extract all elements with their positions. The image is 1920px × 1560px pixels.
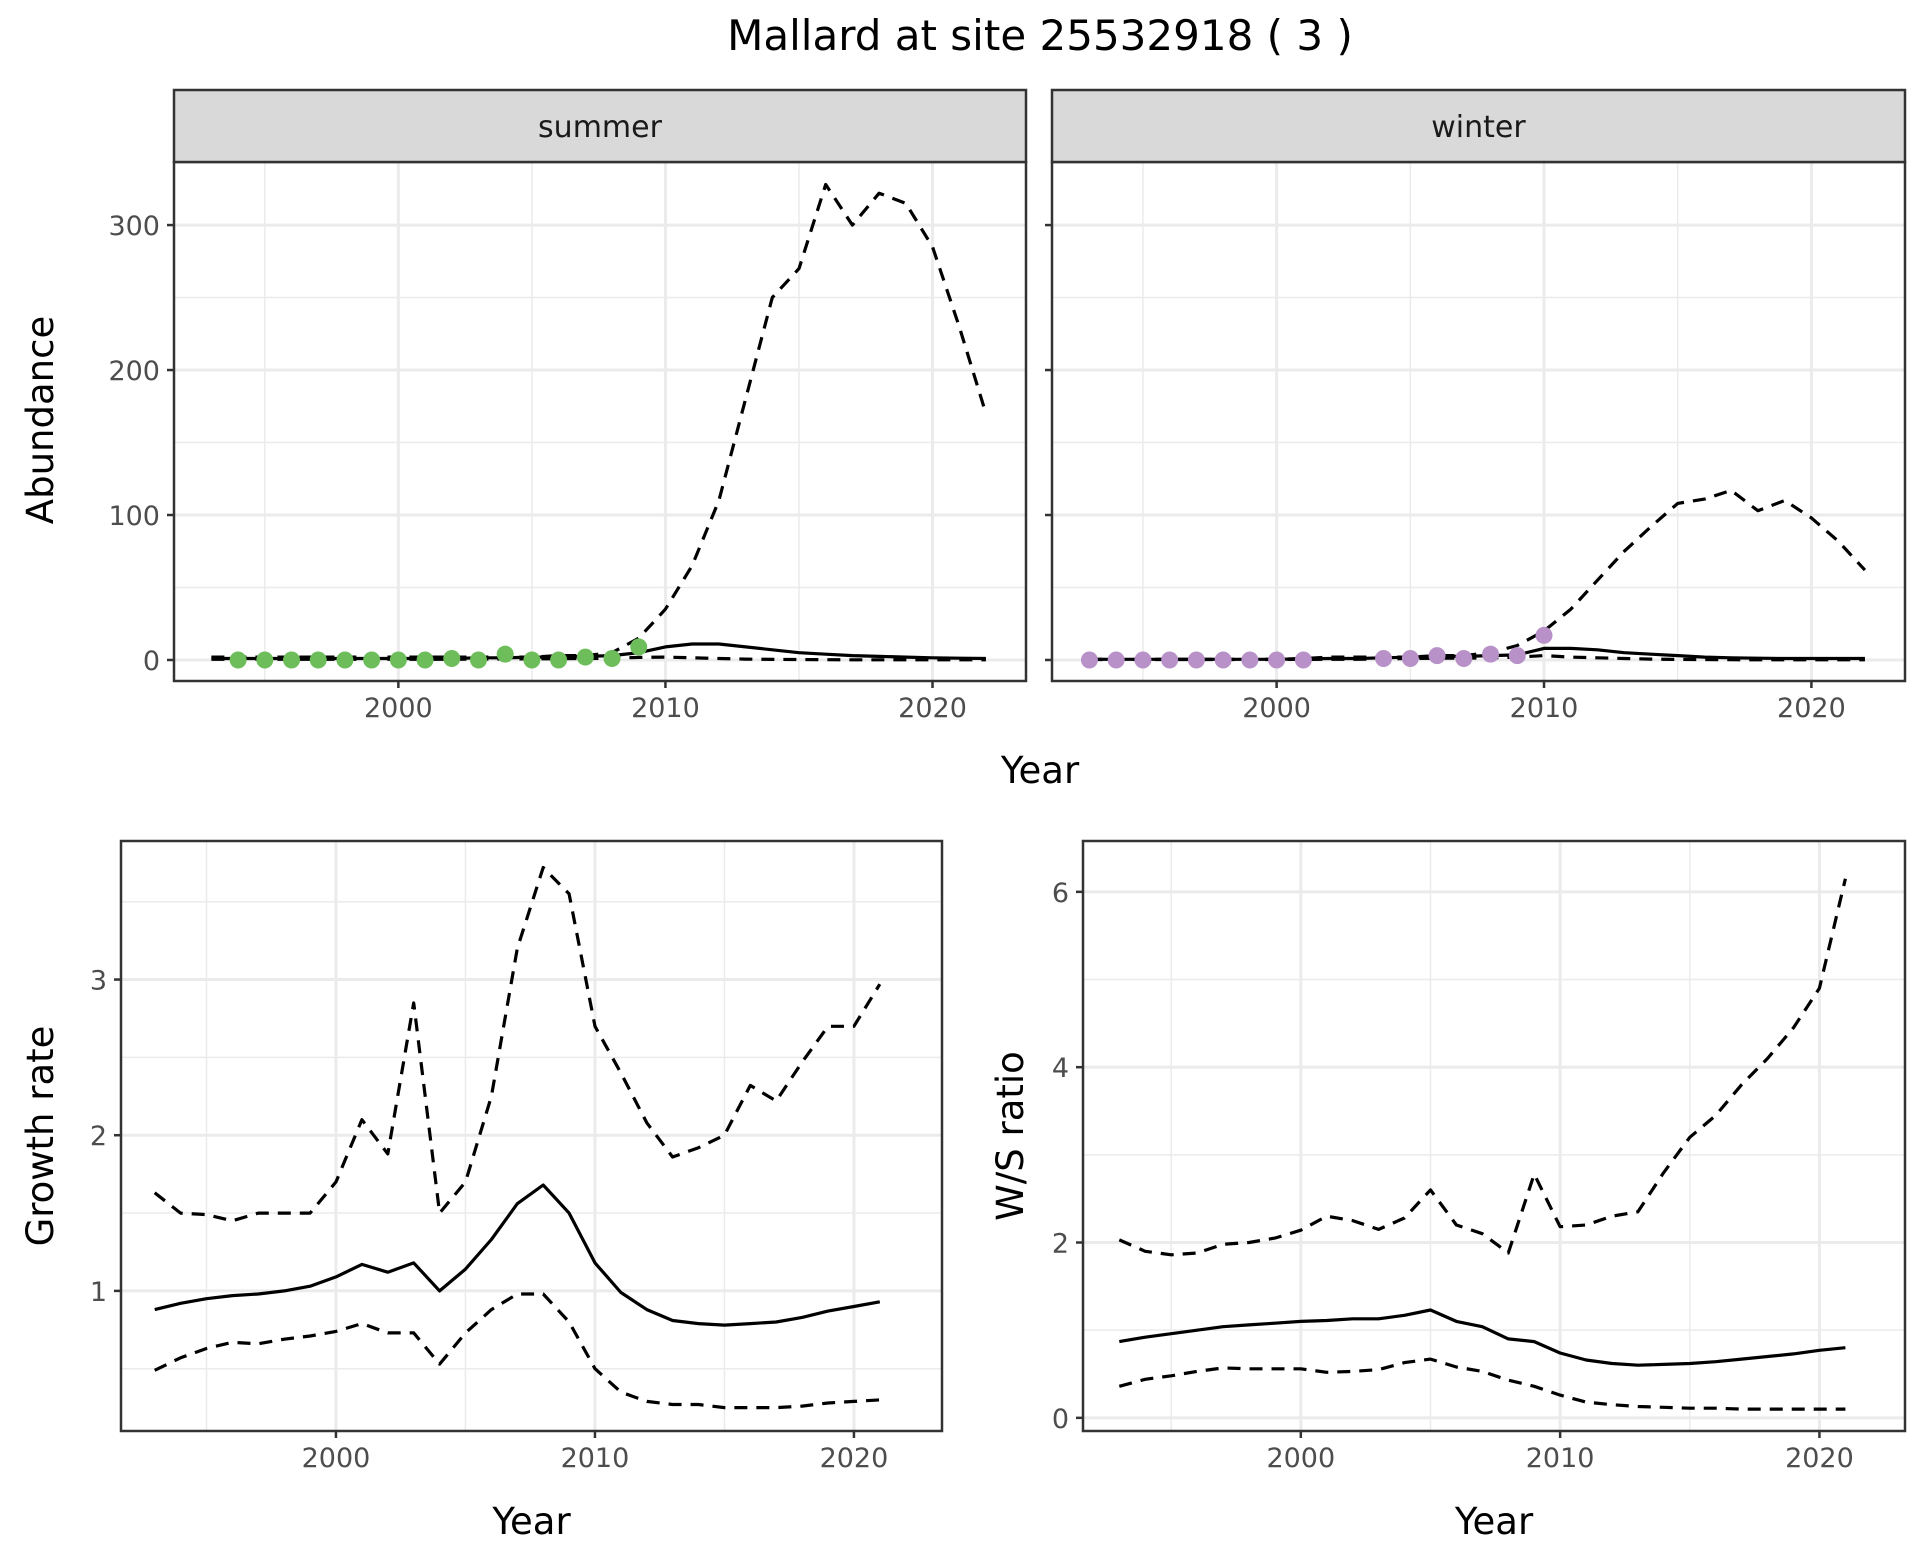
y-tick-label: 1: [90, 1277, 107, 1308]
x-tick-label: 2010: [1510, 693, 1579, 724]
y-axis-title: Growth rate: [19, 1026, 62, 1247]
series-line-lower: [1118, 1357, 1846, 1411]
y-tick-label: 4: [1052, 1053, 1069, 1084]
data-point: [363, 651, 381, 669]
data-point: [1455, 650, 1473, 668]
chart-title: Mallard at site 25532918 ( 3 ): [727, 11, 1353, 60]
data-point: [1508, 647, 1526, 665]
x-tick-label: 2000: [1266, 1443, 1335, 1474]
data-point: [229, 651, 247, 669]
data-point: [336, 651, 354, 669]
y-tick-label: 0: [1052, 1404, 1069, 1435]
x-tick-label: 2010: [1526, 1443, 1595, 1474]
y-tick-label: 6: [1052, 878, 1069, 909]
panel-border: [1081, 839, 1907, 1433]
series-line-lower: [1089, 654, 1865, 662]
data-point: [1187, 651, 1205, 669]
data-point: [443, 650, 461, 668]
data-point: [416, 651, 434, 669]
data-point: [283, 651, 301, 669]
x-tick-label: 2020: [820, 1443, 889, 1474]
panel-winter: 2000 2010 2020 winter: [1045, 88, 1907, 724]
x-axis-title: Year: [491, 1500, 571, 1543]
data-point: [1134, 651, 1152, 669]
x-axis-title: Year: [1000, 749, 1080, 792]
y-tick-label: 100: [108, 501, 160, 532]
facet-strip: [1050, 88, 1907, 164]
plot-background: [1052, 162, 1905, 681]
y-tick-label: 200: [108, 356, 160, 387]
panel-summer: 2000 2010 2020 0 100 200 300 summer Abundance: [19, 88, 1028, 724]
data-point: [1482, 645, 1500, 663]
plot-background: [1083, 841, 1905, 1431]
data-point: [1294, 651, 1312, 669]
series-line-lower: [211, 655, 986, 662]
data-point: [1268, 651, 1286, 669]
facet-strip: [172, 88, 1028, 164]
data-point: [1401, 650, 1419, 668]
y-tick-label: 300: [108, 211, 160, 242]
y-tick-label: 2: [90, 1121, 107, 1152]
data-point: [1535, 626, 1553, 644]
data-point: [1214, 651, 1232, 669]
y-axis-title: W/S ratio: [989, 1051, 1032, 1221]
plot-background: [174, 162, 1026, 681]
series-line-mean: [154, 1183, 881, 1327]
series-line-lower: [154, 1292, 880, 1410]
data-point: [1107, 651, 1125, 669]
data-point: [1375, 650, 1393, 668]
data-point: [309, 651, 327, 669]
x-tick-label: 2000: [364, 693, 433, 724]
data-point: [1241, 651, 1259, 669]
x-tick-label: 2010: [561, 1443, 630, 1474]
panel-plot-2: 2000 2010 2020 1 2 3 Growth rate Year: [19, 839, 944, 1543]
data-point: [603, 650, 621, 668]
facet-label: summer: [538, 110, 663, 145]
x-tick-label: 2020: [898, 693, 967, 724]
data-point: [576, 648, 594, 666]
data-point: [550, 651, 568, 669]
data-point: [496, 645, 514, 663]
x-tick-label: 2000: [1242, 693, 1311, 724]
panel-plot-3: 2000 2010 2020 0 2 4 6 W/S ratio Year: [989, 839, 1907, 1543]
facet-label: winter: [1431, 110, 1526, 145]
data-point: [630, 638, 648, 656]
data-point: [469, 651, 487, 669]
x-tick-label: 2020: [1777, 693, 1846, 724]
x-tick-label: 2010: [631, 693, 700, 724]
y-tick-label: 3: [90, 966, 107, 997]
y-tick-label: 0: [143, 646, 160, 677]
data-point: [256, 651, 274, 669]
y-axis-title: Abundance: [19, 316, 62, 524]
x-tick-label: 2020: [1785, 1443, 1854, 1474]
data-point: [389, 651, 407, 669]
x-axis-title: Year: [1454, 1500, 1534, 1543]
data-point: [1080, 651, 1098, 669]
data-point: [523, 651, 541, 669]
panel-border: [119, 839, 944, 1433]
x-tick-label: 2000: [302, 1443, 371, 1474]
data-point: [1428, 647, 1446, 665]
series-line-mean: [1119, 1308, 1846, 1367]
series-line-upper: [1118, 878, 1847, 1257]
series-line-upper: [1089, 488, 1867, 661]
data-point: [1161, 651, 1179, 669]
y-tick-label: 2: [1052, 1229, 1069, 1260]
